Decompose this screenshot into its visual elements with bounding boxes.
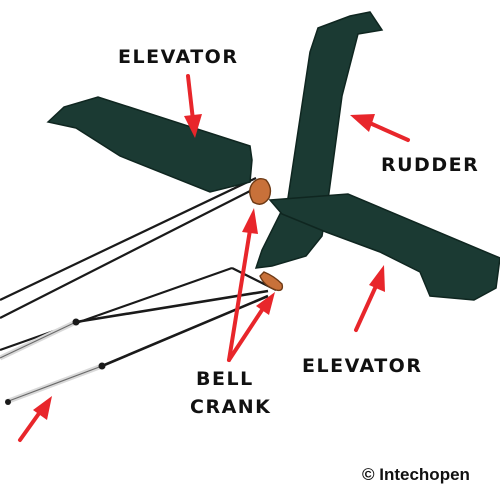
- label-elevator-top: ELEVATOR: [118, 46, 239, 68]
- pointer-arrows: [18, 74, 410, 442]
- arrow-rudder-head: [350, 114, 375, 132]
- cable-upper-2: [0, 177, 257, 301]
- rod-joint-upper: [72, 318, 80, 326]
- arrow-bell-crank-lower-shaft: [227, 308, 264, 362]
- copyright-credit: © Intechopen: [362, 465, 470, 484]
- arrow-elevator-bottom-head: [369, 265, 385, 292]
- rod-joint-lower: [98, 362, 106, 370]
- arrow-rod-shaft: [18, 410, 42, 442]
- arrow-elevator-bottom-shaft: [354, 284, 378, 332]
- label-bell: BELL: [196, 368, 254, 390]
- arrow-elevator-top-shaft: [186, 74, 195, 122]
- rod-lower-core: [5, 365, 103, 403]
- rod-end-lower: [5, 399, 11, 405]
- bell-crank-parts: [249, 177, 284, 292]
- arrow-rod-head: [33, 396, 52, 420]
- arrow-elevator-top-head: [184, 114, 202, 138]
- label-crank: CRANK: [190, 396, 272, 418]
- elevator-left-surface: [46, 96, 253, 193]
- arrow-bell-crank-upper-shaft: [227, 228, 252, 362]
- rod-lower: [101, 294, 269, 368]
- rod-upper: [75, 289, 269, 324]
- arrow-rudder-shaft: [370, 122, 410, 142]
- bell-crank-lower: [259, 271, 284, 292]
- elevator-right-surface: [268, 193, 500, 301]
- arrow-bell-crank-upper-head: [242, 208, 258, 234]
- rod-upper-core: [0, 321, 77, 359]
- bell-crank-upper: [249, 177, 272, 205]
- push-rods: [0, 289, 269, 405]
- cable-lower-1: [0, 266, 233, 352]
- cable-upper-1: [0, 187, 257, 319]
- label-rudder: RUDDER: [381, 154, 480, 176]
- arrow-bell-crank-lower-head: [256, 292, 275, 315]
- control-cables: [0, 177, 277, 352]
- label-elevator-bottom: ELEVATOR: [302, 355, 423, 377]
